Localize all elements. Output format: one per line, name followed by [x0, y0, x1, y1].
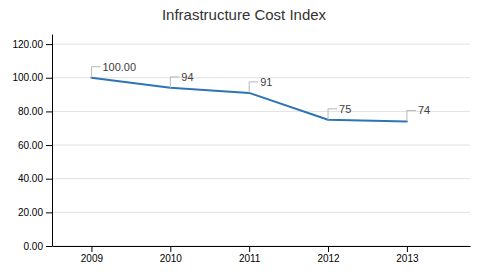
tick-label: 60.00 — [18, 140, 43, 151]
tick-label: 100.00 — [12, 72, 43, 83]
data-label: 94 — [181, 71, 193, 83]
tick-label: 80.00 — [18, 106, 43, 117]
callout-line — [328, 109, 337, 120]
axis-line — [52, 35, 53, 247]
title: Infrastructure Cost Index — [162, 6, 327, 23]
tick-label: 2012 — [317, 253, 340, 264]
tick-label: 40.00 — [18, 173, 43, 184]
grid-line — [52, 212, 470, 213]
tick: 2012 — [317, 246, 340, 264]
tick-label: 0.00 — [24, 241, 44, 252]
tick: 60.00 — [18, 140, 52, 151]
chart: 2009 2010 2011 2012 2013 0.00 20.00 40.00 60.00 8… — [0, 0, 488, 274]
tick-mark — [46, 246, 52, 247]
y-axis: 0.00 20.00 40.00 60.00 80.00 100.00 120.00 — [12, 35, 52, 252]
callout-line — [170, 77, 179, 88]
tick: 2011 — [239, 246, 261, 264]
data-label: 91 — [260, 76, 272, 88]
data-label: 74 — [418, 104, 430, 116]
callout-line — [407, 110, 416, 121]
tick: 100.00 — [12, 72, 52, 83]
tick: 2013 — [396, 246, 419, 264]
tick-mark — [407, 246, 408, 252]
grid-line — [52, 145, 470, 146]
tick-mark — [46, 111, 52, 112]
data-label: 100.00 — [102, 61, 136, 73]
tick: 20.00 — [18, 207, 52, 218]
tick-label: 120.00 — [12, 39, 43, 50]
tick-label: 2013 — [396, 253, 419, 264]
tick-mark — [46, 44, 52, 45]
line — [91, 78, 406, 122]
grid-line — [52, 44, 470, 45]
tick-mark — [46, 78, 52, 79]
x-axis: 2009 2010 2011 2012 2013 — [53, 246, 471, 264]
grid-line — [52, 178, 470, 179]
plot: 2009 2010 2011 2012 2013 0.00 20.00 40.00 60.00 8… — [12, 35, 470, 265]
grid — [52, 44, 470, 246]
tick-mark — [328, 246, 329, 252]
tick-mark — [46, 212, 52, 213]
tick: 2010 — [160, 246, 183, 264]
tick: 0.00 — [24, 241, 52, 252]
data-label: 75 — [339, 103, 351, 115]
tick-label: 2011 — [239, 253, 261, 264]
tick: 2009 — [81, 246, 104, 264]
tick-mark — [170, 246, 171, 252]
tick-mark — [46, 145, 52, 146]
tick-label: 2009 — [81, 253, 104, 264]
tick: 80.00 — [18, 106, 52, 117]
tick-label: 20.00 — [18, 207, 43, 218]
tick: 120.00 — [12, 39, 52, 50]
data-labels: 100.00 94 91 75 74 — [91, 61, 430, 122]
tick-mark — [46, 179, 52, 180]
tick-mark — [91, 246, 92, 252]
callout-line — [91, 67, 100, 78]
tick-label: 2010 — [160, 253, 183, 264]
tick-mark — [249, 246, 250, 252]
marks — [91, 78, 406, 122]
tick: 40.00 — [18, 173, 52, 184]
callout-line — [249, 82, 258, 93]
